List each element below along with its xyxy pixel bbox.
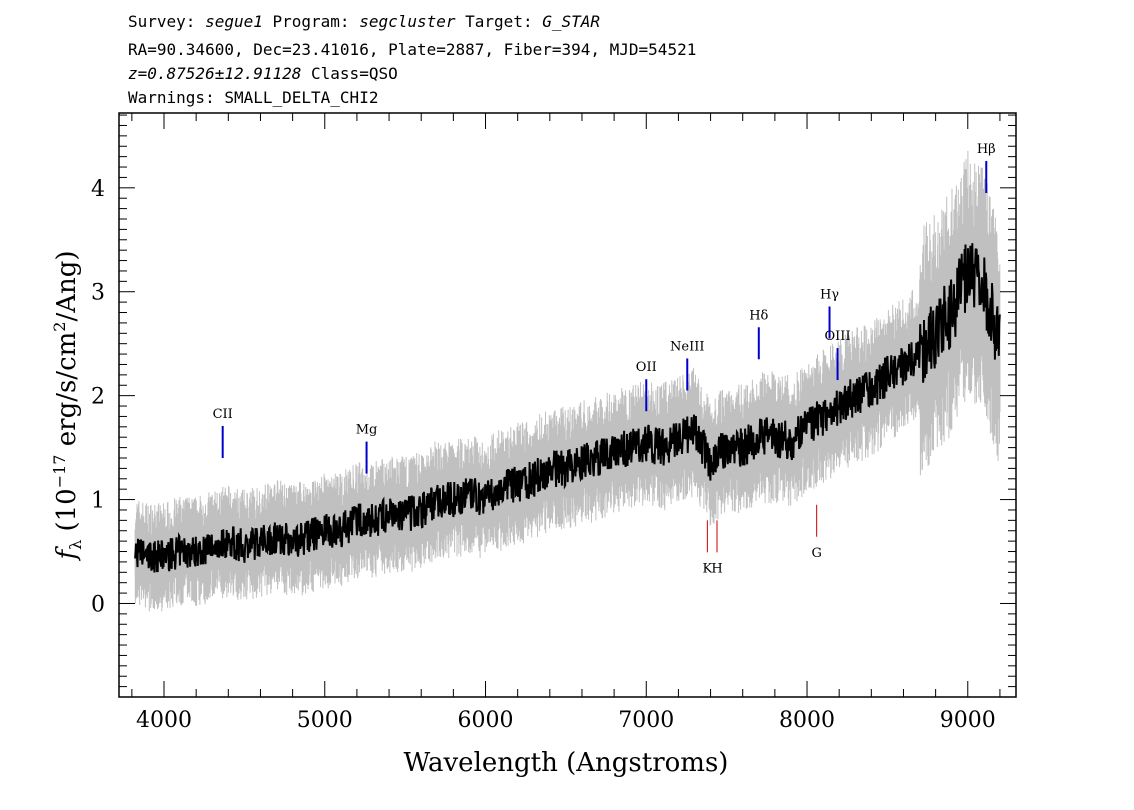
y-tick-label: 2	[91, 385, 105, 410]
class-value: Class=QSO	[301, 64, 398, 83]
header-line-3: z=0.87526±12.91128 Class=QSO	[128, 64, 398, 84]
y-axis-exp2: 2	[50, 322, 69, 332]
emission-line-label: NeIII	[670, 339, 704, 354]
x-axis-title: Wavelength (Angstroms)	[404, 748, 729, 778]
target-label: Target:	[455, 12, 543, 31]
x-tick-label: 6000	[458, 708, 514, 733]
program-value: segcluster	[359, 12, 456, 31]
y-axis-main: (10	[52, 488, 82, 540]
absorption-line-label: K	[702, 561, 712, 576]
header-line-1: Survey: segue1 Program: segcluster Targe…	[128, 12, 600, 32]
y-axis-sub: λ	[66, 540, 85, 550]
header-line-4: Warnings: SMALL_DELTA_CHI2	[128, 88, 379, 107]
spectrum-line	[134, 243, 1001, 573]
y-axis-unit: erg/s/cm	[52, 332, 82, 455]
header-line-2: RA=90.34600, Dec=23.41016, Plate=2887, F…	[128, 40, 697, 59]
y-axis-end: /Ang)	[52, 250, 82, 321]
y-tick-label: 0	[91, 592, 105, 617]
axes: 4000 5000 6000 7000 8000 9000 0 1 2 3 4	[91, 112, 1017, 733]
spectrum-layer	[134, 243, 1001, 573]
x-tick-label: 7000	[618, 708, 674, 733]
x-tick-label: 5000	[297, 708, 353, 733]
x-tick-label: 9000	[940, 708, 996, 733]
emission-line-label: Mg	[356, 423, 378, 438]
target-value: G_STAR	[542, 12, 601, 31]
plot-frame	[118, 112, 1017, 698]
absorption-line-label: H	[711, 561, 722, 576]
emission-line-label: CII	[213, 407, 233, 422]
survey-label: Survey:	[128, 12, 206, 31]
emission-line-label: OII	[636, 360, 657, 375]
y-axis-title: fλ (10−17 erg/s/cm2/Ang)	[50, 250, 85, 561]
x-tick-label: 4000	[136, 708, 192, 733]
absorption-line-label: G	[811, 546, 821, 561]
emission-line-label: OIII	[825, 329, 851, 344]
emission-line-label: Hγ	[820, 287, 839, 302]
emission-line-label: Hδ	[749, 308, 768, 323]
survey-value: segue1	[205, 12, 263, 31]
y-tick-label: 3	[91, 281, 105, 306]
program-label: Program:	[262, 12, 360, 31]
y-tick-label: 4	[91, 177, 105, 202]
y-axis-exp: −17	[50, 455, 69, 489]
y-tick-label: 1	[91, 489, 105, 514]
x-tick-label: 8000	[779, 708, 835, 733]
spectral-lines: CII Mg OII NeIII Hδ Hγ OIII Hβ K H G	[213, 142, 996, 576]
redshift-value: z=0.87526±12.91128	[128, 64, 302, 83]
emission-line-label: Hβ	[977, 142, 996, 157]
